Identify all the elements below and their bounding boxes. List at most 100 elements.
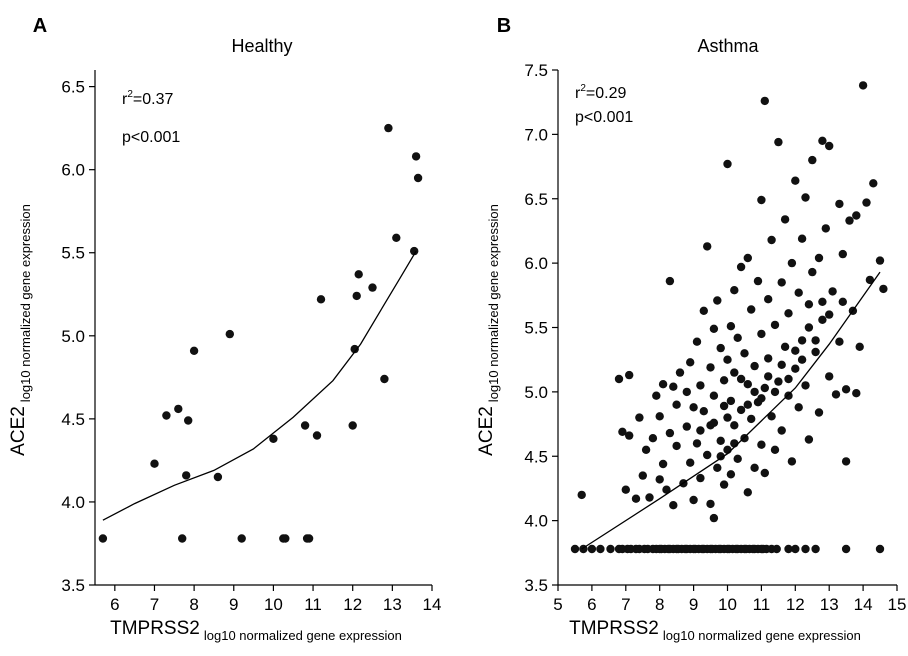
y-tick-label: 5.5 (524, 319, 548, 338)
y-tick-label: 4.5 (524, 447, 548, 466)
y-axis-label: ACE2 log10 normalized gene expression (8, 204, 33, 456)
data-point (680, 544, 690, 554)
data-point (770, 445, 780, 454)
y-tick-label: 4.0 (61, 493, 85, 512)
data-point (697, 544, 707, 554)
data-point (774, 377, 783, 386)
x-tick-label: 8 (655, 595, 664, 614)
data-point (825, 141, 834, 151)
x-tick-label: 12 (343, 595, 362, 614)
data-point (225, 329, 234, 339)
data-point (808, 267, 817, 277)
data-point (760, 468, 769, 478)
data-point (875, 256, 885, 265)
x-tick-label: 15 (888, 595, 907, 614)
data-point (696, 473, 705, 483)
data-point (352, 291, 361, 301)
data-point (852, 389, 861, 398)
data-point (736, 374, 746, 384)
data-point (348, 421, 357, 430)
x-tick-label: 8 (189, 595, 198, 614)
data-point (703, 242, 712, 251)
data-point (772, 544, 781, 554)
data-point (410, 246, 419, 256)
data-point (862, 198, 871, 207)
x-tick-label: 14 (423, 595, 442, 614)
data-point (662, 485, 671, 494)
data-point (150, 459, 159, 468)
data-point (281, 534, 290, 543)
data-point (797, 355, 807, 364)
data-point (709, 418, 719, 427)
y-axis-label-main: ACE2 (476, 406, 497, 456)
data-point (716, 452, 725, 461)
data-point (791, 364, 800, 373)
y-tick-label: 4.0 (524, 512, 548, 531)
data-point (696, 381, 705, 390)
data-point (713, 463, 722, 472)
data-point (635, 413, 644, 422)
data-point (767, 235, 776, 245)
x-tick-label: 12 (786, 595, 805, 614)
data-point (304, 534, 314, 543)
x-tick-label: 7 (150, 595, 159, 614)
data-point (626, 544, 636, 554)
data-point (743, 400, 752, 409)
x-tick-label: 11 (753, 595, 771, 614)
data-point (791, 544, 800, 554)
data-point (726, 470, 736, 479)
data-point (174, 404, 183, 414)
data-point (714, 544, 724, 554)
data-point (808, 155, 817, 165)
data-point (838, 249, 847, 259)
data-point (692, 337, 702, 346)
data-point (760, 383, 769, 393)
data-point (655, 475, 664, 484)
data-point (723, 413, 732, 422)
data-point (750, 463, 759, 472)
data-point (791, 176, 800, 185)
data-point (621, 485, 630, 494)
data-point (777, 360, 786, 369)
chart-title: Healthy (231, 36, 292, 56)
y-axis-label-sub: log10 normalized gene expression (18, 204, 33, 402)
data-point (818, 315, 827, 324)
data-point (753, 276, 763, 286)
r-squared-superscript: 2 (580, 83, 586, 94)
data-point (794, 288, 803, 297)
data-point (658, 380, 668, 389)
y-axis-label: ACE2 log10 normalized gene expression (476, 204, 501, 456)
data-point (413, 173, 423, 183)
data-point (818, 136, 827, 145)
data-point (736, 405, 746, 415)
data-point (392, 233, 401, 242)
data-point (835, 337, 844, 346)
data-point (658, 459, 668, 469)
data-point (675, 368, 685, 377)
data-point (614, 374, 624, 384)
data-point (709, 391, 719, 400)
data-point (748, 544, 758, 554)
data-point (764, 372, 773, 381)
data-point (825, 372, 834, 381)
data-point (689, 403, 698, 412)
data-point (269, 434, 278, 443)
data-point (730, 286, 739, 295)
data-point (733, 333, 742, 342)
data-point (794, 403, 803, 412)
x-tick-label: 9 (229, 595, 238, 614)
x-axis-label-sub: log10 normalized gene expression (204, 628, 402, 643)
r-squared-superscript: 2 (127, 89, 133, 100)
data-point (784, 309, 793, 318)
data-point (730, 421, 739, 430)
x-axis-label-main: TMPRSS2 (569, 618, 659, 639)
data-point (747, 414, 756, 424)
data-point (213, 472, 223, 482)
data-point (723, 544, 732, 554)
data-point (767, 412, 776, 421)
data-point (682, 422, 691, 431)
data-point (841, 457, 851, 466)
data-point (875, 544, 885, 554)
data-point (784, 544, 793, 554)
panel-letter: B (497, 15, 511, 37)
